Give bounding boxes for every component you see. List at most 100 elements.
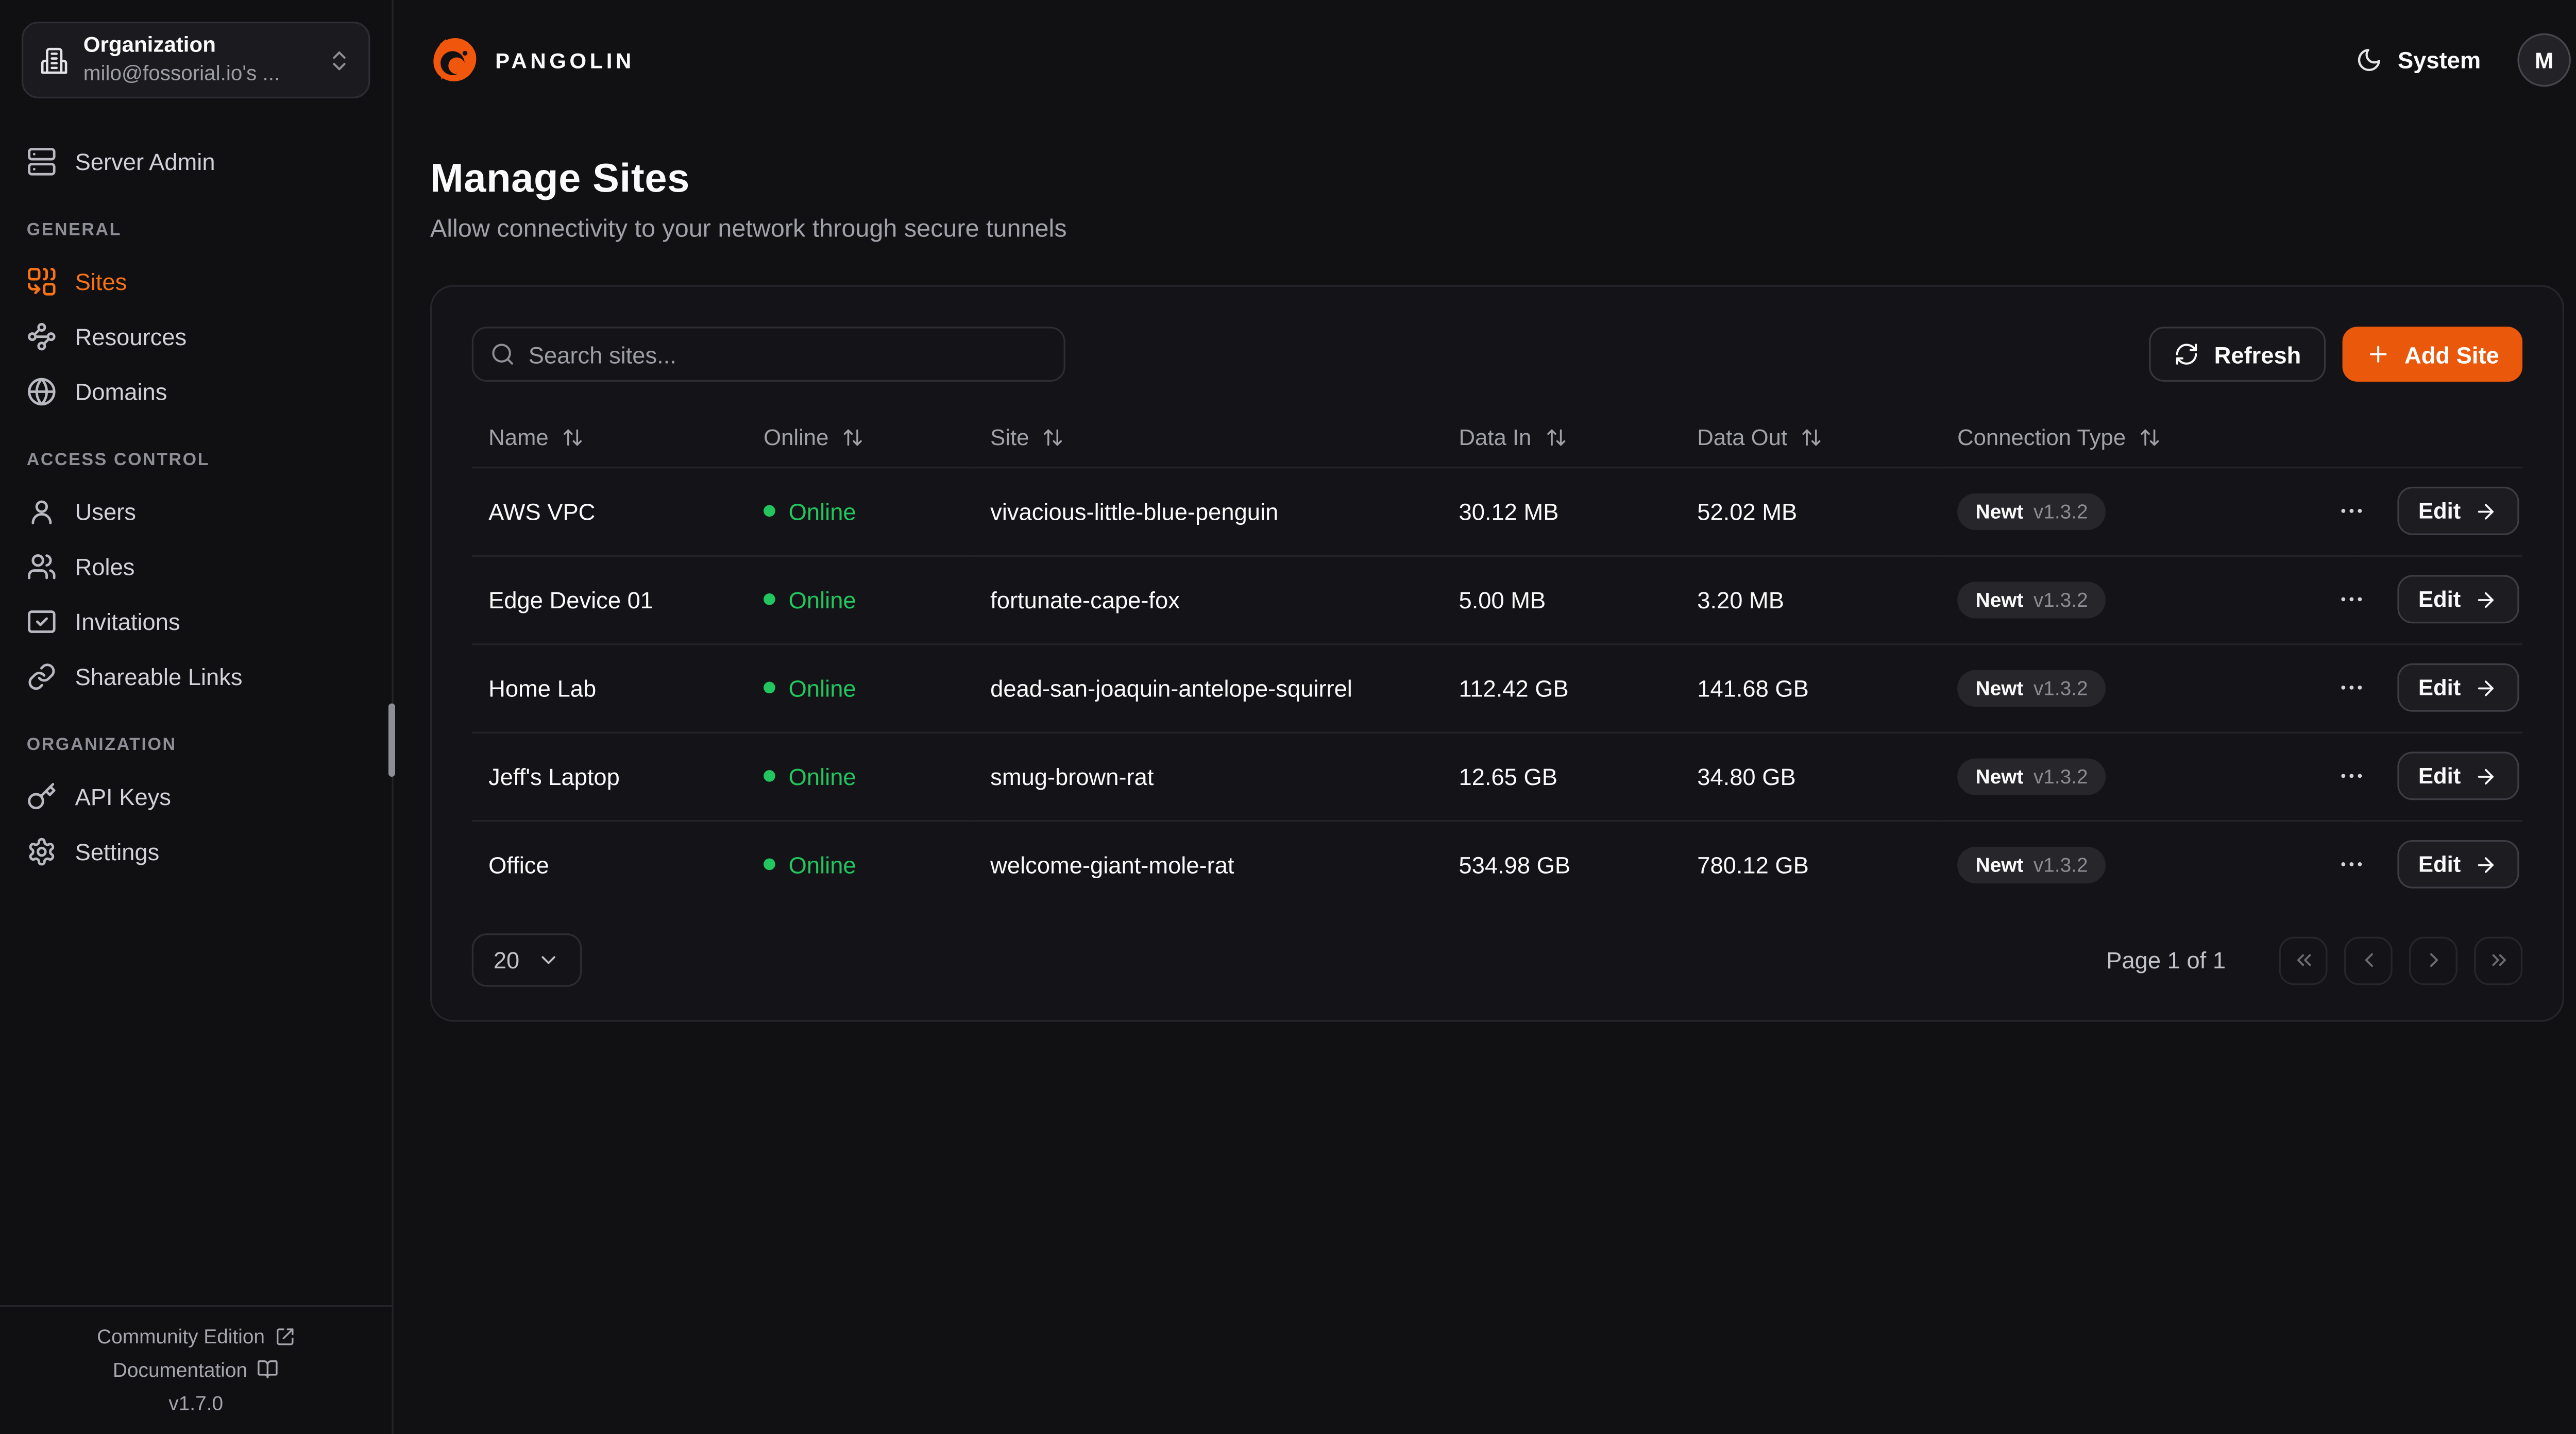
server-icon — [27, 146, 57, 176]
data-in-value: 5.00 MB — [1442, 554, 1681, 644]
site-slug: welcome-giant-mole-rat — [973, 819, 1443, 909]
brand-name: PANGOLIN — [495, 47, 635, 73]
status-badge: Online — [764, 762, 974, 789]
online-dot-icon — [764, 505, 775, 517]
nav-heading-general: GENERAL — [26, 220, 122, 240]
sidebar: Organization milo@fossorial.io's ... Ser… — [0, 0, 395, 1434]
sidebar-footer: Community Edition Documentation v1.7.0 — [0, 1304, 392, 1434]
sort-icon — [1801, 427, 1822, 449]
globe-icon — [27, 376, 57, 406]
data-out-value: 780.12 GB — [1680, 819, 1941, 909]
data-out-value: 52.02 MB — [1680, 466, 1941, 555]
first-page-button[interactable] — [2279, 936, 2328, 984]
refresh-icon — [2174, 342, 2199, 367]
arrow-right-icon — [2474, 853, 2497, 876]
sidebar-item-sites[interactable]: Sites — [27, 253, 365, 309]
refresh-button[interactable]: Refresh — [2149, 327, 2326, 382]
sidebar-item-server-admin[interactable]: Server Admin — [27, 133, 365, 189]
pangolin-logo-icon — [433, 38, 477, 81]
theme-toggle[interactable]: System — [2356, 47, 2481, 74]
prev-page-button[interactable] — [2344, 936, 2393, 984]
data-in-value: 112.42 GB — [1442, 642, 1681, 732]
sidebar-item-settings[interactable]: Settings — [27, 824, 365, 879]
sidebar-item-roles[interactable]: Roles — [27, 538, 365, 593]
site-slug: dead-san-joaquin-antelope-squirrel — [973, 642, 1443, 732]
key-icon — [27, 781, 57, 811]
column-header-online[interactable]: Online — [764, 425, 974, 451]
search-box — [471, 327, 1065, 382]
edit-button[interactable]: Edit — [2396, 575, 2519, 624]
edit-button[interactable]: Edit — [2396, 663, 2519, 712]
sidebar-item-label: Invitations — [75, 607, 180, 635]
link-icon — [27, 661, 57, 691]
sort-icon — [2139, 427, 2161, 449]
edit-button[interactable]: Edit — [2396, 840, 2519, 889]
column-header-connection-type[interactable]: Connection Type — [1957, 425, 2358, 451]
row-menu-button[interactable] — [2333, 670, 2368, 705]
moon-icon — [2356, 47, 2383, 74]
site-slug: vivacious-little-blue-penguin — [973, 466, 1443, 555]
documentation-link[interactable]: Documentation — [113, 1358, 279, 1381]
sort-icon — [1545, 427, 1566, 449]
page-size-select[interactable]: 20 — [471, 933, 581, 987]
book-open-icon — [258, 1358, 279, 1380]
site-name: Office — [471, 819, 747, 909]
edit-button[interactable]: Edit — [2396, 486, 2519, 535]
data-out-value: 141.68 GB — [1680, 642, 1941, 732]
status-badge: Online — [764, 586, 974, 612]
data-out-value: 3.20 MB — [1680, 554, 1941, 644]
column-header-data-out[interactable]: Data Out — [1697, 425, 1940, 451]
column-header-name[interactable]: Name — [488, 425, 747, 451]
gear-icon — [27, 836, 57, 866]
site-slug: fortunate-cape-fox — [973, 554, 1443, 644]
online-dot-icon — [764, 681, 775, 694]
site-name: Edge Device 01 — [471, 554, 747, 644]
page-subtitle: Allow connectivity to your network throu… — [430, 215, 1067, 244]
data-out-value: 34.80 GB — [1680, 730, 1941, 821]
column-header-data-in[interactable]: Data In — [1459, 425, 1681, 451]
online-dot-icon — [764, 859, 775, 871]
avatar[interactable]: M — [2517, 33, 2571, 87]
sort-icon — [562, 427, 584, 449]
sort-icon — [1042, 427, 1064, 449]
sidebar-resize-handle[interactable] — [388, 703, 395, 777]
brand-logo[interactable]: PANGOLIN — [430, 35, 635, 85]
connection-type-badge: Newt v1.3.2 — [1957, 669, 2107, 706]
page-title: Manage Sites — [430, 157, 690, 202]
add-site-button[interactable]: Add Site — [2343, 327, 2523, 382]
chevrons-up-down-icon — [327, 47, 352, 73]
plus-icon — [2366, 342, 2392, 367]
online-dot-icon — [764, 770, 775, 782]
sort-icon — [842, 427, 863, 449]
sidebar-item-shareable-links[interactable]: Shareable Links — [27, 648, 365, 704]
sidebar-item-users[interactable]: Users — [27, 483, 365, 538]
sidebar-item-label: Shareable Links — [75, 662, 243, 690]
sidebar-item-domains[interactable]: Domains — [27, 363, 365, 418]
edit-button[interactable]: Edit — [2396, 752, 2519, 800]
column-header-site[interactable]: Site — [990, 425, 1442, 451]
building-icon — [40, 46, 69, 74]
row-menu-button[interactable] — [2333, 582, 2368, 617]
search-input[interactable] — [528, 340, 1047, 368]
last-page-button[interactable] — [2474, 936, 2523, 984]
next-page-button[interactable] — [2409, 936, 2458, 984]
sidebar-item-label: Settings — [75, 838, 160, 864]
sidebar-item-invitations[interactable]: Invitations — [27, 593, 365, 648]
waypoints-icon — [27, 321, 57, 351]
sidebar-item-resources[interactable]: Resources — [27, 309, 365, 364]
org-selector[interactable]: Organization milo@fossorial.io's ... — [22, 22, 370, 98]
community-edition-link[interactable]: Community Edition — [97, 1324, 295, 1347]
combine-icon — [27, 266, 57, 296]
sites-table: Name Online Site Data In Data Out Connec… — [471, 410, 2523, 909]
connection-type-badge: Newt v1.3.2 — [1957, 492, 2107, 530]
row-menu-button[interactable] — [2333, 493, 2368, 528]
site-name: Home Lab — [471, 642, 747, 732]
table-row: Edge Device 01 Online fortunate-cape-fox… — [471, 554, 2523, 644]
row-menu-button[interactable] — [2333, 847, 2368, 882]
online-dot-icon — [764, 593, 775, 605]
sidebar-item-api-keys[interactable]: API Keys — [27, 769, 365, 824]
table-row: Office Online welcome-giant-mole-rat 534… — [471, 819, 2523, 909]
row-menu-button[interactable] — [2333, 758, 2368, 793]
status-badge: Online — [764, 851, 974, 878]
